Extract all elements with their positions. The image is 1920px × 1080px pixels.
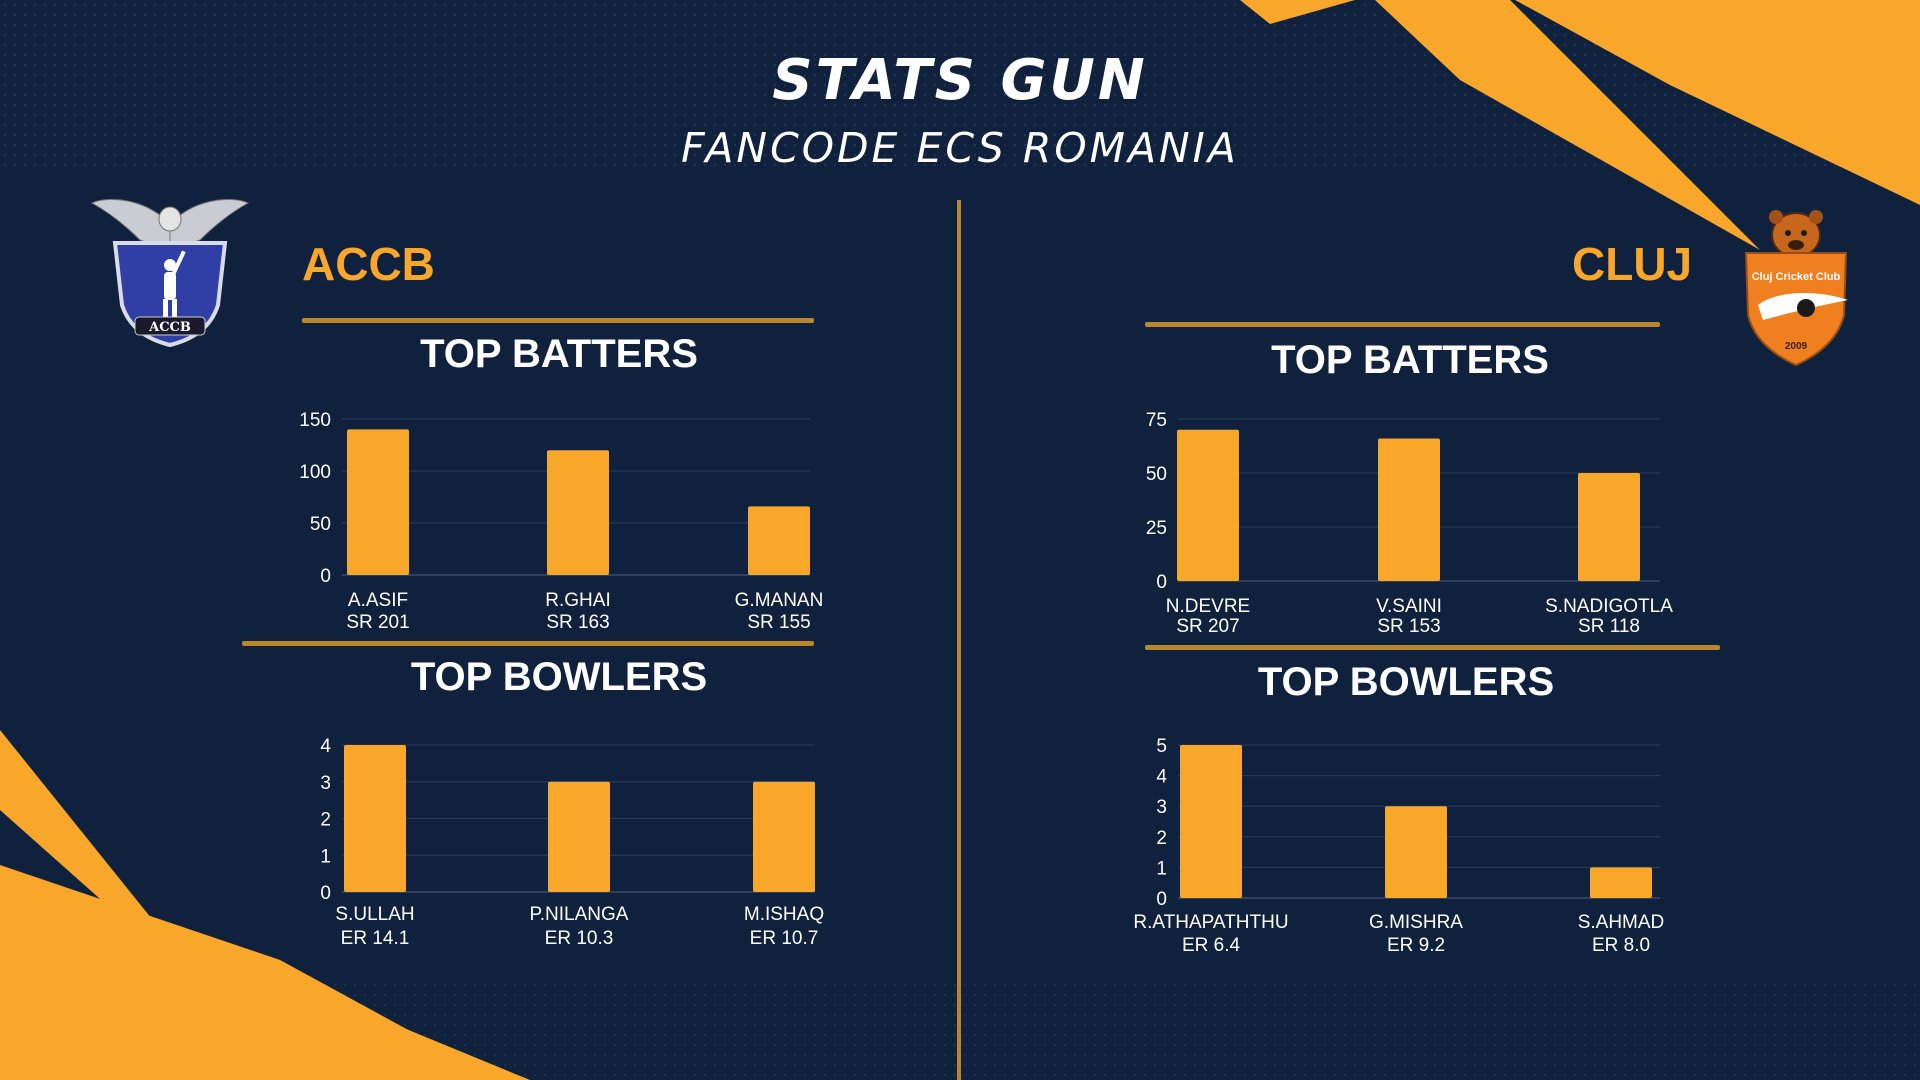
orange-streaks-top-right bbox=[1240, 0, 1920, 250]
left-batters-ytick-label: 100 bbox=[299, 462, 331, 483]
right-bowlers-category-label: R.ATHAPATHTHU bbox=[1133, 912, 1288, 933]
right-batters-bar bbox=[1578, 473, 1640, 581]
eagle-wings-icon bbox=[90, 198, 250, 251]
right-bowlers-ytick-label: 0 bbox=[1156, 889, 1167, 910]
left-batters-ytick-label: 150 bbox=[299, 410, 331, 431]
left-batters-ytick-label: 0 bbox=[320, 566, 331, 587]
left-bowlers-bar bbox=[753, 781, 815, 892]
right-bowlers-stat-label: ER 8.0 bbox=[1592, 935, 1650, 956]
right-batters-category-label: V.SAINI bbox=[1376, 596, 1442, 617]
accb-logo-text: ACCB bbox=[148, 320, 191, 335]
cluj-logo-text: Cluj Cricket Club bbox=[1752, 271, 1841, 283]
right-bowlers-category-label: G.MISHRA bbox=[1369, 912, 1463, 933]
right-batters-stat-label: SR 153 bbox=[1377, 616, 1440, 637]
divider-right-middle bbox=[1145, 645, 1720, 650]
right-bowlers-stat-label: ER 6.4 bbox=[1182, 935, 1241, 956]
right-batters-bar bbox=[1378, 438, 1440, 581]
divider-right-top bbox=[1145, 322, 1660, 327]
left-batters-category-label: R.GHAI bbox=[545, 590, 610, 611]
section-title-left-batters: TOP BATTERS bbox=[420, 332, 698, 376]
bear-head-icon bbox=[1769, 210, 1823, 258]
left-bowlers-ytick-label: 3 bbox=[320, 773, 331, 794]
left-bowlers-ytick-label: 4 bbox=[320, 736, 331, 757]
right-bowlers-ytick-label: 5 bbox=[1156, 736, 1167, 757]
left-bowlers-ytick-label: 2 bbox=[320, 810, 331, 831]
right-bowlers-stat-label: ER 9.2 bbox=[1387, 935, 1445, 956]
divider-left-top bbox=[302, 318, 814, 323]
center-divider bbox=[957, 200, 961, 1080]
right-bowlers-bar bbox=[1180, 745, 1242, 898]
right-batters-ytick-label: 0 bbox=[1156, 572, 1167, 593]
right-bowlers-ytick-label: 3 bbox=[1156, 797, 1167, 818]
left-bowlers-category-label: P.NILANGA bbox=[530, 904, 629, 925]
right-batters-stat-label: SR 207 bbox=[1176, 616, 1239, 637]
left-batters-category-label: A.ASIF bbox=[348, 590, 408, 611]
right-bowlers-bar bbox=[1590, 867, 1652, 898]
right-bowlers-bar bbox=[1385, 806, 1447, 898]
left-bowlers-stat-label: ER 10.3 bbox=[545, 928, 614, 949]
batsman-icon bbox=[163, 250, 186, 321]
cluj-logo-year: 2009 bbox=[1785, 341, 1808, 352]
divider-left-middle bbox=[242, 641, 814, 646]
section-title-left-bowlers: TOP BOWLERS bbox=[410, 655, 708, 699]
left-bowlers-bar bbox=[548, 781, 610, 892]
left-bowlers-category-label: M.ISHAQ bbox=[744, 904, 824, 925]
right-batters-category-label: S.NADIGOTLA bbox=[1545, 596, 1673, 617]
right-batters-bar bbox=[1177, 429, 1239, 581]
left-batters-stat-label: SR 163 bbox=[546, 612, 609, 633]
left-batters-stat-label: SR 155 bbox=[747, 612, 810, 633]
right-batters-ytick-label: 75 bbox=[1146, 410, 1167, 431]
team-name-right: CLUJ bbox=[1572, 238, 1693, 290]
left-bowlers-ytick-label: 1 bbox=[320, 846, 331, 867]
left-bowlers-stat-label: ER 14.1 bbox=[341, 928, 410, 949]
page-title: STATS GUN bbox=[772, 48, 1148, 113]
left-bowlers-category-label: S.ULLAH bbox=[335, 904, 414, 925]
left-batters-category-label: G.MANAN bbox=[735, 590, 824, 611]
section-title-right-bowlers: TOP BOWLERS bbox=[1257, 660, 1555, 704]
left-batters-stat-label: SR 201 bbox=[346, 612, 409, 633]
right-bowlers-ytick-label: 2 bbox=[1156, 828, 1167, 849]
right-batters-stat-label: SR 118 bbox=[1578, 616, 1640, 637]
accb-logo: ACCB bbox=[90, 198, 250, 348]
logo-banner bbox=[134, 316, 206, 336]
page-subtitle: FANCODE ECS ROMANIA bbox=[681, 124, 1239, 172]
left-bowlers-bar bbox=[344, 745, 406, 892]
right-batters-ytick-label: 50 bbox=[1146, 464, 1167, 485]
left-batters-bar bbox=[748, 506, 810, 575]
right-batters-category-label: N.DEVRE bbox=[1166, 596, 1250, 617]
right-bowlers-category-label: S.AHMAD bbox=[1578, 912, 1665, 933]
left-bowlers-ytick-label: 0 bbox=[320, 883, 331, 904]
cluj-logo: Cluj Cricket Club 2009 bbox=[1744, 210, 1848, 367]
section-title-right-batters: TOP BATTERS bbox=[1271, 338, 1549, 382]
left-bowlers-stat-label: ER 10.7 bbox=[750, 928, 819, 949]
left-batters-bar bbox=[347, 429, 409, 575]
right-batters-ytick-label: 25 bbox=[1146, 518, 1167, 539]
cricket-ball-icon bbox=[1758, 293, 1848, 320]
orange-streaks-bottom-left bbox=[0, 730, 530, 1080]
team-name-left: ACCB bbox=[302, 238, 435, 290]
left-batters-bar bbox=[547, 450, 609, 575]
right-bowlers-ytick-label: 1 bbox=[1156, 858, 1167, 879]
left-batters-ytick-label: 50 bbox=[310, 514, 331, 535]
right-bowlers-ytick-label: 4 bbox=[1156, 767, 1167, 788]
